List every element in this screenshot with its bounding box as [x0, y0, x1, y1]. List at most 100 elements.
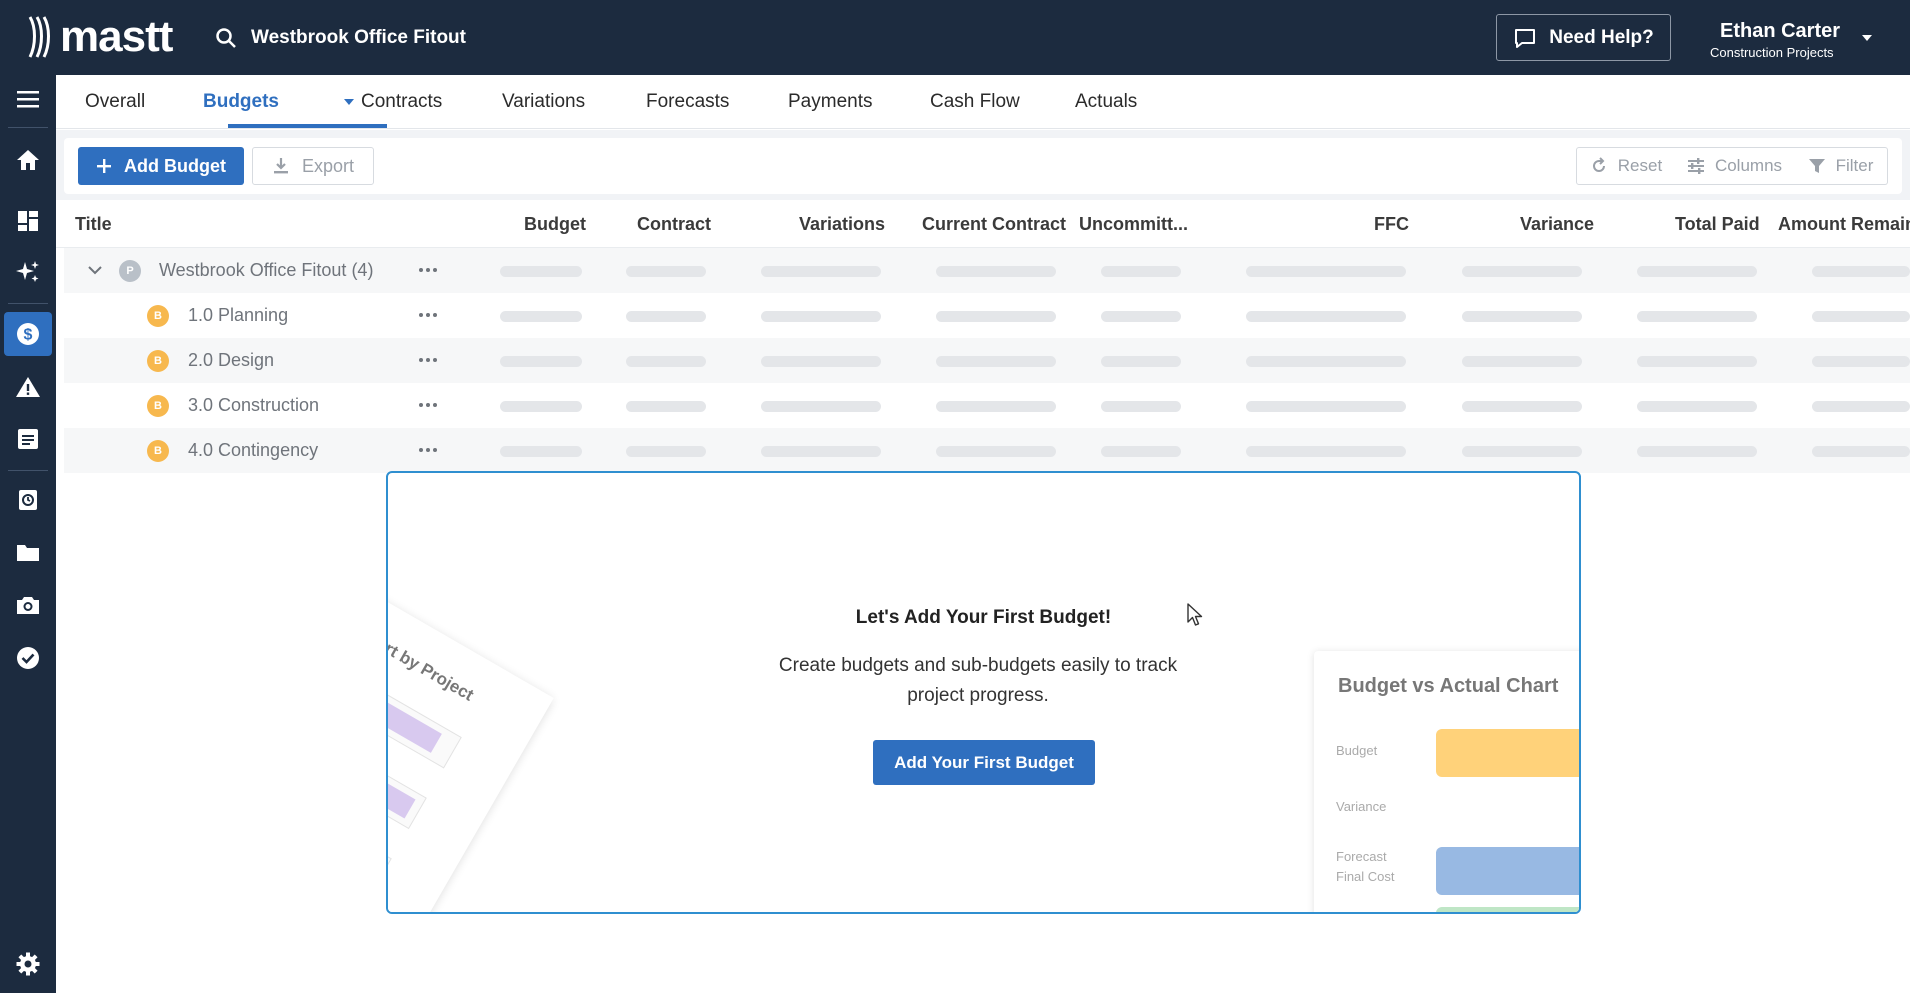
illustration-label: Forecast Final Cost: [1336, 849, 1395, 884]
need-help-button[interactable]: Need Help?: [1496, 14, 1671, 61]
project-badge: P: [119, 260, 141, 282]
logo-mark-icon: [28, 16, 50, 58]
more-actions-icon[interactable]: [415, 258, 441, 282]
budget-badge: B: [147, 350, 169, 372]
chevron-down-icon[interactable]: [86, 261, 104, 279]
column-header-title[interactable]: Title: [75, 214, 112, 234]
tab-cash-flow[interactable]: Cash Flow: [930, 91, 1020, 112]
warning-icon[interactable]: [4, 365, 52, 409]
column-header-contract[interactable]: Contract: [637, 214, 712, 234]
more-actions-icon[interactable]: [415, 348, 441, 372]
chat-icon: [1515, 28, 1536, 48]
export-label: Export: [301, 155, 355, 176]
filter-button[interactable]: Filter: [1794, 147, 1888, 185]
top-bar: mastt Westbrook Office Fitout Need Help?…: [0, 0, 1910, 75]
reset-button[interactable]: Reset: [1576, 147, 1676, 185]
row-title: Westbrook Office Fitout (4): [159, 260, 374, 280]
budget-badge: B: [147, 305, 169, 327]
more-actions-icon[interactable]: [415, 438, 441, 462]
sparkle-icon[interactable]: [4, 250, 52, 294]
camera-icon[interactable]: [4, 583, 52, 627]
sidebar: $: [0, 75, 56, 993]
filter-label: Filter: [1835, 156, 1874, 175]
home-icon[interactable]: [4, 138, 52, 182]
illustration-label: Variance: [1336, 799, 1387, 814]
plus-icon: [97, 159, 111, 173]
tab-payments[interactable]: Payments: [788, 91, 873, 112]
caret-down-icon[interactable]: [342, 97, 356, 107]
dollar-icon[interactable]: $: [4, 312, 52, 356]
history-icon[interactable]: [4, 478, 52, 522]
active-tab-indicator: [228, 124, 387, 128]
reset-label: Reset: [1617, 156, 1663, 175]
need-help-label: Need Help?: [1549, 26, 1654, 48]
table-row[interactable]: B 4.0 Contingency: [64, 428, 1910, 473]
columns-button[interactable]: Columns: [1675, 147, 1795, 185]
user-name: Ethan Carter: [1720, 20, 1841, 42]
empty-state-panel: e Bar Chart by Project Let's Add Your Fi…: [386, 471, 1581, 914]
empty-state-title: Let's Add Your First Budget!: [855, 607, 1112, 628]
table-row[interactable]: B 3.0 Construction: [64, 383, 1910, 428]
project-search[interactable]: Westbrook Office Fitout: [215, 22, 466, 54]
tab-overall[interactable]: Overall: [85, 91, 146, 112]
row-title: 1.0 Planning: [188, 305, 289, 325]
tab-forecasts[interactable]: Forecasts: [646, 91, 730, 112]
filter-icon: [1808, 159, 1825, 173]
user-menu[interactable]: Ethan Carter Construction Projects: [1700, 18, 1880, 60]
row-title: 3.0 Construction: [188, 395, 320, 415]
more-actions-icon[interactable]: [415, 393, 441, 417]
caret-down-icon: [1862, 35, 1872, 41]
forecast-bar: [1436, 847, 1579, 895]
user-subtitle: Construction Projects: [1710, 45, 1834, 60]
mouse-cursor-icon: [1187, 603, 1203, 626]
menu-icon[interactable]: [4, 77, 52, 121]
search-icon: [216, 28, 236, 48]
dashboard-icon[interactable]: [4, 199, 52, 243]
column-header-uncommitted[interactable]: Uncommitt...: [1079, 214, 1189, 234]
table-header: Title Budget Contract Variations Current…: [56, 200, 1910, 248]
tab-actuals[interactable]: Actuals: [1075, 91, 1138, 112]
column-header-variance[interactable]: Variance: [1520, 214, 1595, 234]
actual-bar: [1436, 907, 1579, 912]
logo-text: mastt: [60, 12, 173, 61]
budget-toolbar: Add Budget Export Reset Columns Filter: [64, 138, 1902, 194]
row-title: 2.0 Design: [188, 350, 275, 370]
column-header-variations[interactable]: Variations: [799, 214, 886, 234]
empty-state-description: Create budgets and sub-budgets easily to…: [778, 655, 1178, 706]
budget-badge: B: [147, 395, 169, 417]
download-icon: [273, 158, 288, 174]
check-circle-icon[interactable]: [4, 636, 52, 680]
mastt-logo[interactable]: mastt: [26, 12, 173, 62]
column-header-current-contract[interactable]: Current Contract: [922, 214, 1067, 234]
columns-icon: [1687, 158, 1704, 174]
illustration-label: Budget: [1336, 743, 1378, 758]
add-budget-label: Add Budget: [124, 155, 226, 176]
gear-icon[interactable]: [4, 942, 52, 986]
row-title: 4.0 Contingency: [188, 440, 319, 460]
budget-bar: [1436, 729, 1579, 777]
notes-icon[interactable]: [4, 417, 52, 461]
column-header-budget[interactable]: Budget: [524, 214, 586, 234]
column-header-total-paid[interactable]: Total Paid: [1675, 214, 1760, 234]
column-header-ffc[interactable]: FFC: [1374, 214, 1409, 234]
table-row[interactable]: P Westbrook Office Fitout (4): [64, 248, 1910, 293]
tab-variations[interactable]: Variations: [502, 91, 586, 112]
budget-badge: B: [147, 440, 169, 462]
tab-contracts[interactable]: Contracts: [361, 91, 443, 112]
bar-chart-illustration: e Bar Chart by Project: [388, 533, 554, 912]
budget-vs-actual-illustration: Budget vs Actual Chart Budget Variance F…: [1314, 651, 1579, 912]
project-search-text: Westbrook Office Fitout: [251, 27, 466, 48]
folder-icon[interactable]: [4, 530, 52, 574]
add-budget-button[interactable]: Add Budget: [78, 147, 244, 185]
column-header-amount-remaining[interactable]: Amount Remain: [1778, 214, 1910, 234]
export-button[interactable]: Export: [252, 147, 374, 185]
tab-budgets[interactable]: Budgets: [203, 91, 279, 112]
table-row[interactable]: B 2.0 Design: [64, 338, 1910, 383]
illustration-title: Budget vs Actual Chart: [1338, 675, 1559, 697]
more-actions-icon[interactable]: [415, 303, 441, 327]
module-tabs: Overall Budgets Contracts Variations For…: [56, 75, 1910, 129]
add-first-budget-button[interactable]: Add Your First Budget: [873, 740, 1095, 785]
table-row[interactable]: B 1.0 Planning: [64, 293, 1910, 338]
reset-icon: [1592, 157, 1605, 172]
columns-label: Columns: [1714, 156, 1783, 175]
